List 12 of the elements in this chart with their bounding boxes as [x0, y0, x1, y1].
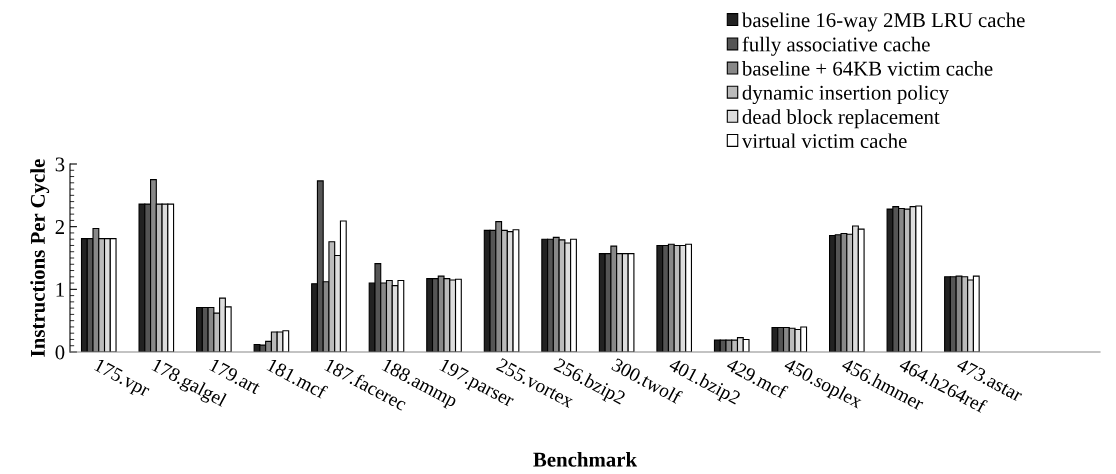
- legend-label: dead block replacement: [742, 109, 940, 129]
- y-tick-label: 1: [56, 282, 64, 297]
- legend-label: virtual victim cache: [741, 133, 907, 149]
- legend-label: baseline 16-way 2MB LRU cache: [741, 12, 1025, 32]
- y-tick-label: 0: [55, 345, 65, 360]
- y-tick-label: 3: [55, 157, 65, 172]
- legend-label: fully associative cache: [742, 36, 930, 56]
- legend-label: dynamic insertion policy: [742, 85, 949, 105]
- legend-label: baseline + 64KB victim cache: [741, 61, 993, 76]
- x-axis-title: Benchmark: [533, 452, 638, 467]
- y-axis-title: Instructions Per Cycle: [30, 159, 50, 357]
- y-tick-label: 2: [55, 220, 64, 234]
